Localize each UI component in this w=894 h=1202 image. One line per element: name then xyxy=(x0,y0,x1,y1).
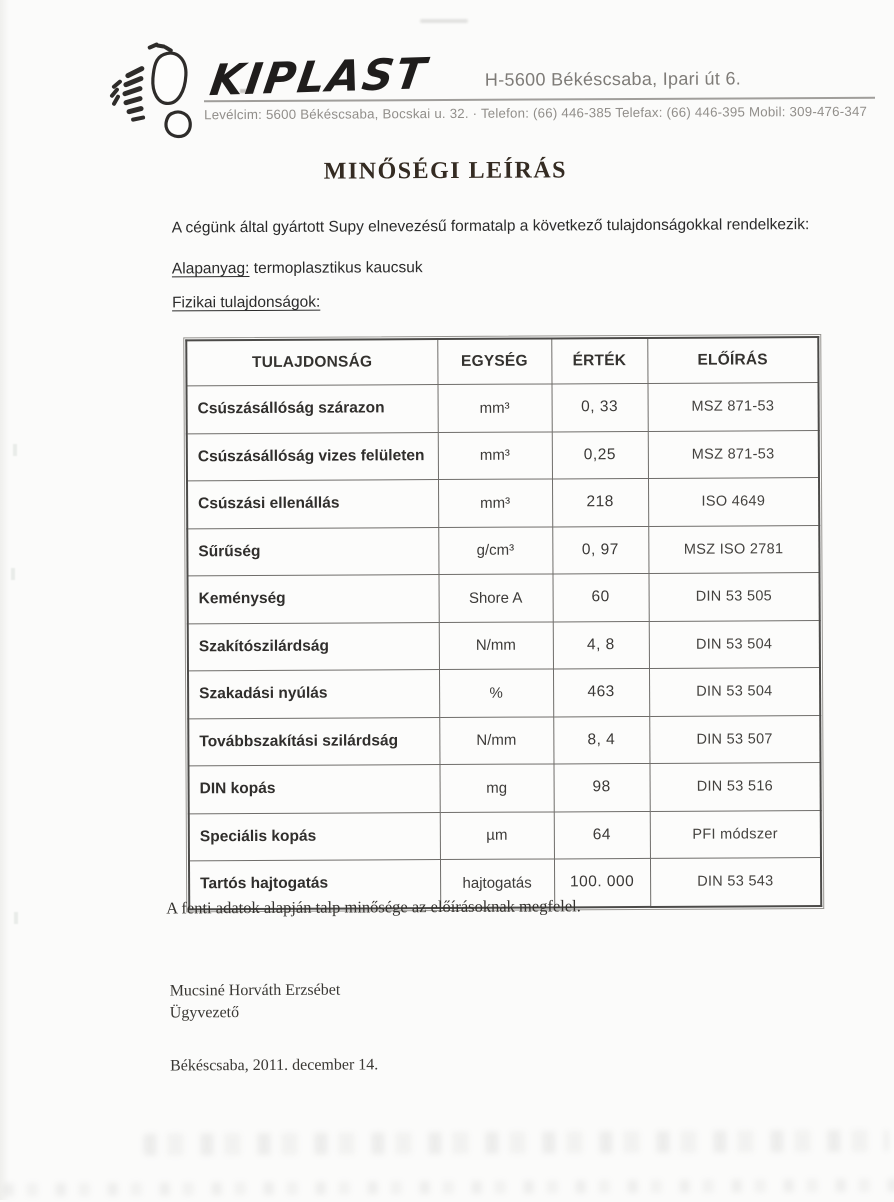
cell-unit: mm³ xyxy=(437,383,552,433)
cell-unit: mm³ xyxy=(437,478,553,528)
table-row: Csúszásállóság vizes felületen mm³ 0,25 MSZ… xyxy=(186,430,819,481)
cell-unit: mg xyxy=(439,763,554,813)
cell-standard: MSZ 871-53 xyxy=(647,382,819,431)
cell-property: Szakadási nyúlás xyxy=(187,669,440,719)
cell-unit: Shore A xyxy=(438,573,553,623)
column-header-unit: EGYSÉG xyxy=(437,338,552,385)
table-row: Speciális kopás µm 64 PFI módszer xyxy=(188,810,821,861)
cell-unit: µm xyxy=(439,811,554,860)
contact-line: Levélcim: 5600 Békéscsaba, Bocskai u. 32… xyxy=(204,103,868,123)
cell-standard: ISO 4649 xyxy=(647,477,820,526)
cell-standard: PFI módszer xyxy=(649,810,821,859)
table-row: Csúszásállóság szárazon mm³ 0, 33 MSZ 871-5… xyxy=(186,382,819,434)
cell-value: 218 xyxy=(551,478,649,527)
table-row: Keménység Shore A 60 DIN 53 505 xyxy=(187,572,820,624)
cell-property: Csúszási ellenállás xyxy=(187,479,439,529)
footprint-logo-icon xyxy=(106,41,211,150)
cell-standard: DIN 53 543 xyxy=(649,857,822,907)
properties-table: TULAJDONSÁG EGYSÉG ÉRTÉK ELŐÍRÁS Csúszás… xyxy=(182,333,825,913)
company-address: H-5600 Békéscsaba, Ipari út 6. xyxy=(484,68,742,90)
cell-value: 463 xyxy=(552,668,650,717)
table-row: DIN kopás mg 98 DIN 53 516 xyxy=(188,762,821,814)
cell-standard: DIN 53 505 xyxy=(648,572,820,621)
material-value: termoplasztikus kaucsuk xyxy=(249,259,423,278)
scan-artifact-dash xyxy=(420,19,468,23)
scan-artifact-tick xyxy=(11,568,15,580)
conclusion-line: A fenti adatok alapján talp minősége az … xyxy=(166,896,581,918)
table-header-row: TULAJDONSÁG EGYSÉG ÉRTÉK ELŐÍRÁS xyxy=(186,337,819,386)
table-row: Továbbszakítási szilárdság N/mm 8, 4 DIN 53… xyxy=(188,715,821,766)
signer-role: Ügyvezető xyxy=(169,1003,240,1022)
cell-value: 0, 33 xyxy=(551,383,648,432)
cell-unit: % xyxy=(438,668,554,718)
signer-name: Mucsiné Horváth Erzsébet xyxy=(169,981,341,1000)
cell-standard: DIN 53 507 xyxy=(649,715,821,764)
material-label: Alapanyag: xyxy=(171,260,250,278)
cell-property: Sűrűség xyxy=(187,527,439,576)
scan-artifact-tick xyxy=(13,444,17,456)
cell-value: 64 xyxy=(553,810,650,859)
cell-property: Továbbszakítási szilárdság xyxy=(188,717,440,766)
scan-bleedthrough-smudge xyxy=(143,1129,889,1156)
intro-paragraph: A cégünk által gyártott Supy elnevezésű … xyxy=(171,216,810,237)
cell-standard: MSZ 871-53 xyxy=(647,430,819,479)
table-row: Szakítószilárdság N/mm 4, 8 DIN 53 504 xyxy=(187,620,820,671)
scan-bleedthrough-smudge xyxy=(3,1178,894,1197)
cell-unit: g/cm³ xyxy=(438,526,553,575)
column-header-property: TULAJDONSÁG xyxy=(186,339,438,386)
cell-value: 8, 4 xyxy=(553,715,650,764)
cell-standard: MSZ ISO 2781 xyxy=(648,525,820,574)
physical-properties-heading: Fizikai tulajdonságok: xyxy=(172,293,321,312)
cell-property: Keménység xyxy=(187,574,439,624)
cell-unit: mm³ xyxy=(437,431,552,480)
document-title: MINŐSÉGI LEÍRÁS xyxy=(323,157,568,185)
cell-property: Csúszásállóság vizes felületen xyxy=(186,432,438,481)
signature-block: Mucsiné Horváth Erzsébet Ügyvezető xyxy=(170,980,341,1024)
material-line: Alapanyag: termoplasztikus kaucsuk xyxy=(172,259,423,278)
table-body: Csúszásállóság szárazon mm³ 0, 33 MSZ 871-5… xyxy=(186,382,822,909)
company-logo-text: KIPLAST xyxy=(206,49,431,107)
cell-value: 4, 8 xyxy=(552,620,649,669)
cell-unit: N/mm xyxy=(439,716,554,765)
cell-value: 60 xyxy=(552,573,649,622)
column-header-standard: ELŐÍRÁS xyxy=(647,337,819,384)
cell-property: Speciális kopás xyxy=(188,812,440,861)
table-row: Szakadási nyúlás% 463 DIN 53 504 xyxy=(187,667,821,719)
cell-standard: DIN 53 516 xyxy=(649,762,821,811)
column-header-value: ÉRTÉK xyxy=(551,337,648,384)
table-row: Sűrűség g/cm³ 0, 97 MSZ ISO 2781 xyxy=(187,525,820,576)
cell-value: 98 xyxy=(553,763,650,812)
cell-value: 0, 97 xyxy=(552,525,649,574)
cell-standard: DIN 53 504 xyxy=(648,620,820,669)
scan-artifact-tick xyxy=(14,912,18,924)
cell-standard: DIN 53 504 xyxy=(648,667,821,716)
cell-property: Csúszásállóság szárazon xyxy=(186,384,438,434)
cell-property: DIN kopás xyxy=(188,764,440,814)
cell-unit: N/mm xyxy=(438,621,553,670)
date-line: Békéscsaba, 2011. december 14. xyxy=(170,1056,379,1075)
cell-property: Szakítószilárdság xyxy=(187,622,439,671)
scan-edge-shadow xyxy=(0,0,9,1200)
cell-value: 0,25 xyxy=(551,430,648,479)
table-row: Csúszási ellenállás mm³ 218 ISO 4649 xyxy=(187,477,820,529)
